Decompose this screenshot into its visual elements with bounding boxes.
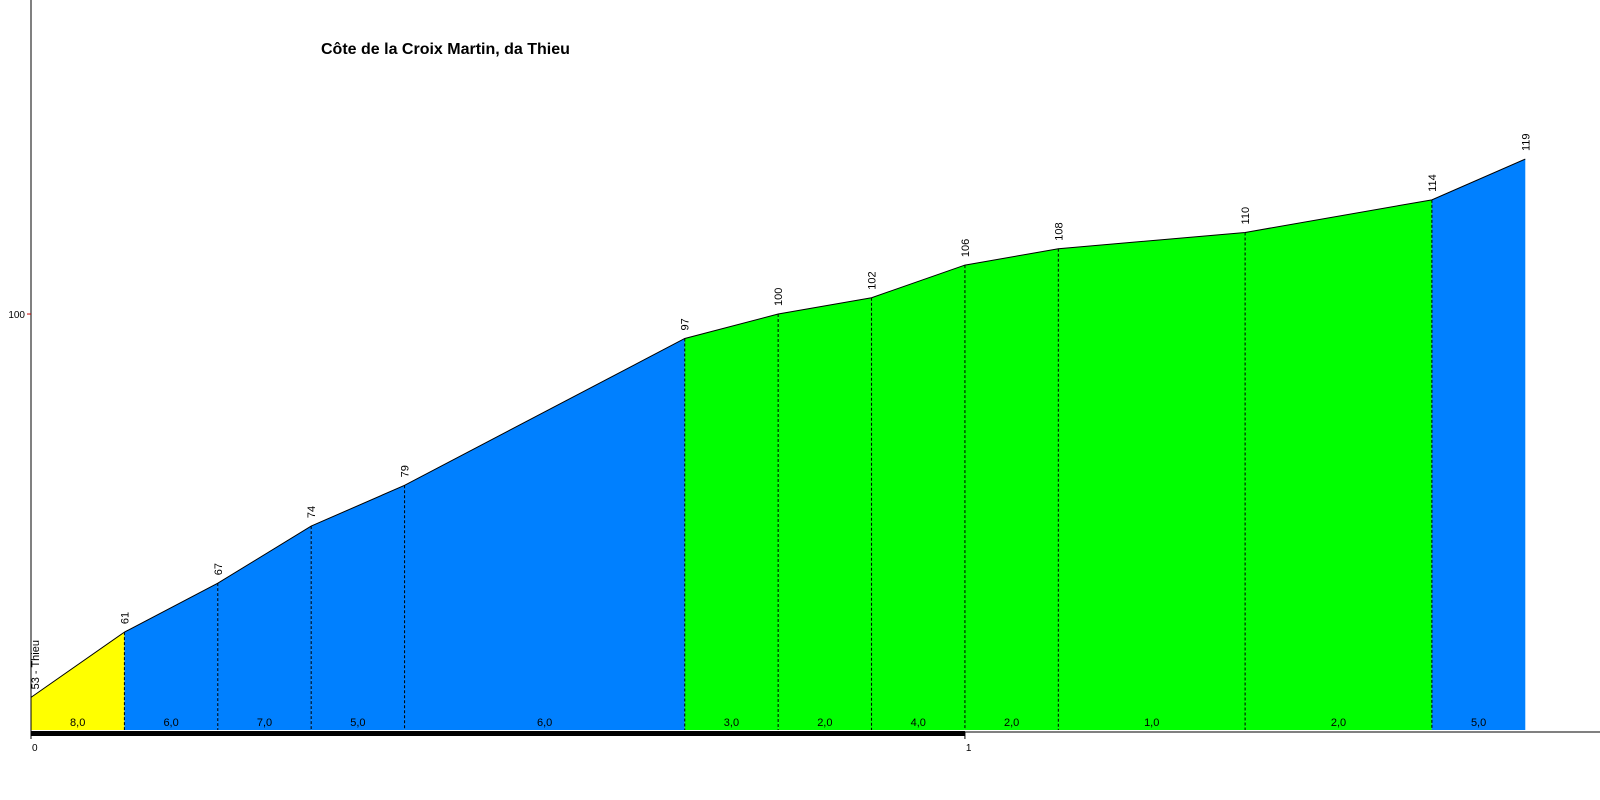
gradient-label: 2,0 <box>817 717 832 729</box>
elevation-label: 97 <box>680 318 692 330</box>
elevation-label: 108 <box>1053 222 1065 240</box>
profile-segment <box>124 583 218 730</box>
elevation-label: 106 <box>960 239 972 257</box>
profile-segment <box>1058 232 1246 730</box>
x-tick-label: 1 <box>966 743 972 754</box>
gradient-label: 6,0 <box>163 717 178 729</box>
profile-segment <box>311 485 405 730</box>
elevation-label: 61 <box>119 612 131 624</box>
gradient-label: 6,0 <box>537 717 552 729</box>
profile-segment <box>1245 199 1432 730</box>
elevation-label: 79 <box>400 465 412 477</box>
profile-segment <box>778 297 872 730</box>
gradient-label: 3,0 <box>724 717 739 729</box>
profile-line <box>30 158 1526 698</box>
gradient-label: 5,0 <box>350 717 365 729</box>
profile-segment <box>1431 159 1526 730</box>
gradient-label: 7,0 <box>257 717 272 729</box>
profile-segment <box>217 526 312 730</box>
gradient-label: 1,0 <box>1144 717 1159 729</box>
x-tick-label: 0 <box>32 743 38 754</box>
y-tick-label: 100 <box>8 310 25 321</box>
profile-segment <box>404 338 685 730</box>
profile-segment <box>871 265 965 730</box>
elevation-label: 100 <box>773 288 785 306</box>
elevation-label: 119 <box>1520 134 1532 152</box>
gradient-label: 5,0 <box>1471 717 1486 729</box>
gradient-label: 4,0 <box>911 717 926 729</box>
profile-segment <box>31 632 125 730</box>
elevation-label: 110 <box>1240 207 1252 225</box>
elevation-label: 74 <box>306 506 318 518</box>
chart-title: Côte de la Croix Martin, da Thieu <box>321 41 570 58</box>
gradient-label: 2,0 <box>1331 717 1346 729</box>
gradient-label: 2,0 <box>1004 717 1019 729</box>
elevation-label: 67 <box>213 563 225 575</box>
elevation-label: 114 <box>1427 174 1439 192</box>
km-scale-bar <box>31 731 965 736</box>
profile-segment <box>964 248 1059 731</box>
profile-segment <box>684 314 779 730</box>
gradient-label: 8,0 <box>70 717 85 729</box>
elevation-label: 102 <box>867 271 879 289</box>
elevation-label: 53 - Thieu <box>30 640 42 689</box>
